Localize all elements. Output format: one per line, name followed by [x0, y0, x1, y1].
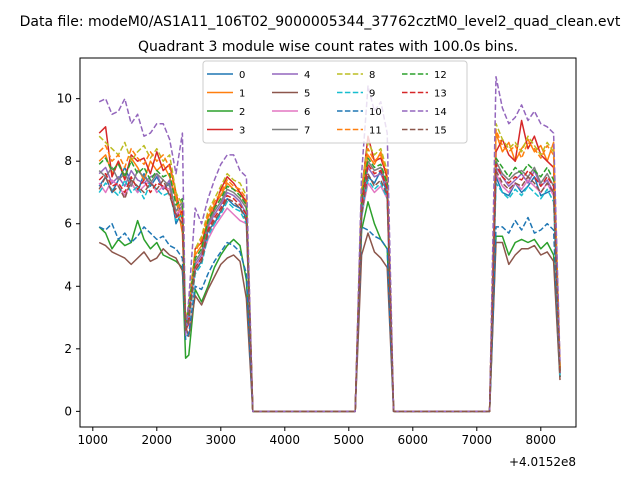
x-axis: 1000 2000 3000 4000 5000 6000 7000 8000 [78, 427, 557, 447]
x-tick-label: 7000 [462, 433, 493, 447]
figure-suptitle: Data file: modeM0/AS1A11_106T02_90000053… [20, 14, 621, 30]
legend-label-15: 15 [434, 126, 447, 137]
y-tick-label: 8 [64, 154, 72, 168]
legend-label-8: 8 [369, 70, 375, 81]
legend-label-14: 14 [434, 107, 447, 118]
legend-label-9: 9 [369, 89, 375, 100]
legend-label-4: 4 [304, 70, 310, 81]
series-line-4 [98, 166, 561, 413]
y-tick-label: 6 [64, 217, 72, 231]
legend-box [202, 60, 468, 144]
legend-label-0: 0 [239, 70, 245, 81]
legend-label-12: 12 [434, 70, 447, 81]
legend-label-5: 5 [304, 89, 310, 100]
series-line-7 [98, 160, 561, 413]
series-line-10 [98, 216, 561, 413]
x-tick-label: 6000 [398, 433, 429, 447]
series-line-15 [98, 169, 561, 413]
x-tick-label: 8000 [526, 433, 557, 447]
plot-area: 1000 2000 3000 4000 5000 6000 7000 8000 0246810… [57, 57, 577, 447]
y-tick-label: 10 [57, 92, 72, 106]
legend-label-10: 10 [369, 107, 382, 118]
x-tick-label: 4000 [270, 433, 301, 447]
series-line-3 [98, 119, 561, 413]
series-line-2 [98, 201, 561, 413]
series-line-13 [98, 163, 561, 413]
series-line-5 [98, 232, 561, 413]
legend-label-6: 6 [304, 107, 310, 118]
series-line-9 [98, 179, 561, 413]
series-lines [98, 76, 561, 413]
x-tick-label: 3000 [206, 433, 237, 447]
legend-label-13: 13 [434, 89, 447, 100]
series-line-11 [98, 129, 561, 413]
legend-label-2: 2 [239, 107, 245, 118]
y-tick-label: 0 [64, 404, 72, 418]
x-tick-label: 5000 [334, 433, 365, 447]
chart-title: Quadrant 3 module wise count rates with … [138, 39, 518, 55]
series-line-14 [98, 76, 561, 413]
x-tick-label: 1000 [78, 433, 109, 447]
y-tick-label: 4 [64, 279, 72, 293]
legend-label-3: 3 [239, 126, 245, 137]
legend-label-1: 1 [239, 89, 245, 100]
series-line-8 [98, 122, 561, 413]
legend-label-11: 11 [369, 126, 382, 137]
x-tick-label: 2000 [142, 433, 173, 447]
y-axis: 0 2 4 6 8 10 [57, 92, 80, 418]
legend-label-7: 7 [304, 126, 310, 137]
series-line-12 [98, 157, 561, 413]
y-tick-label: 2 [64, 342, 72, 356]
x-offset-label: +4.0152e8 [509, 455, 576, 469]
axes-frame [79, 57, 577, 428]
